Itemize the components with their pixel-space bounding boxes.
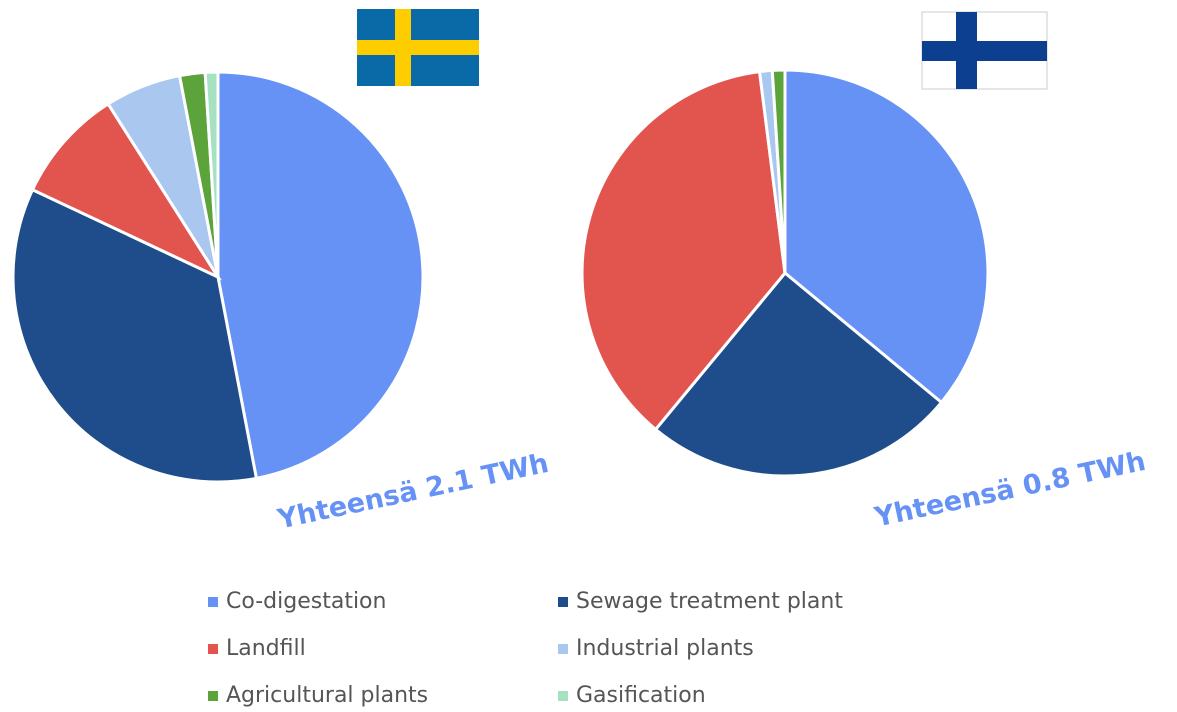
pie-slice [783, 68, 990, 405]
pie-slice [216, 70, 425, 481]
pie-slice [580, 69, 787, 432]
legend-swatch [208, 644, 218, 654]
flag-sweden [357, 9, 479, 86]
legend-label: Co-digestation [226, 589, 386, 614]
legend-swatch [558, 691, 568, 701]
legend-swatch [558, 644, 568, 654]
legend-label: Sewage treatment plant [576, 589, 843, 614]
legend-swatch [558, 597, 568, 607]
pie-slice [30, 101, 223, 281]
legend-label: Agricultural plants [226, 683, 428, 708]
legend-label: Landfill [226, 636, 306, 661]
total-annotation: Yhteensä 2.1 TWh [274, 448, 551, 536]
pie-slice [203, 70, 220, 278]
legend-label: Gasification [576, 683, 706, 708]
legend-swatch [208, 597, 218, 607]
legend-swatch [208, 691, 218, 701]
pie-slice [653, 270, 944, 478]
total-annotation: Yhteensä 0.8 TWh [871, 446, 1148, 534]
pie-slice [11, 187, 259, 484]
flag-finland [921, 11, 1048, 90]
legend-label: Industrial plants [576, 636, 754, 661]
